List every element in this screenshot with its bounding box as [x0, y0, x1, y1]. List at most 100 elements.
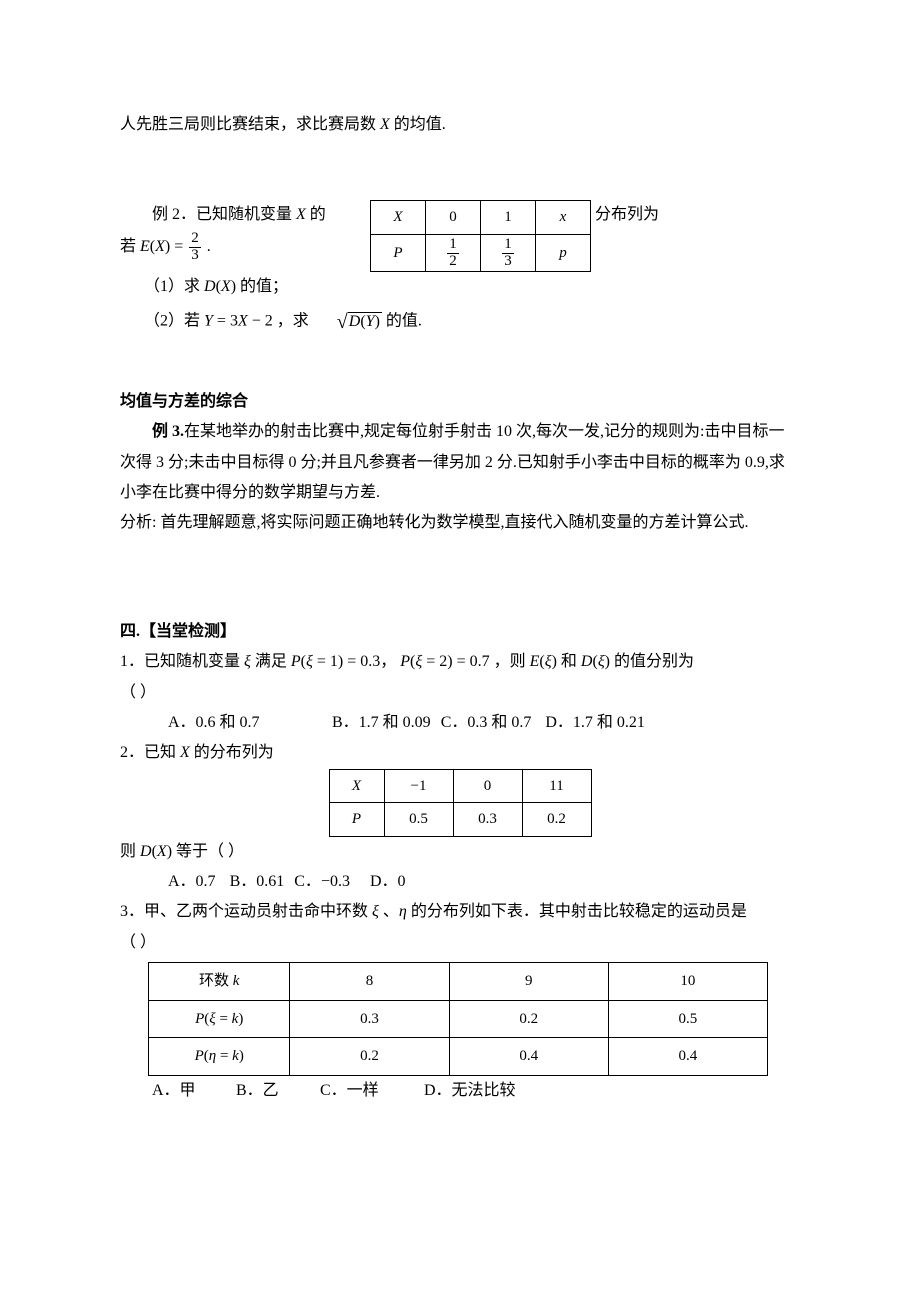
q3-r1-2: 0.5: [608, 1000, 767, 1038]
q2-table: X −1 0 11 P 0.5 0.3 0.2: [329, 769, 592, 837]
ex2-cond-lhs: E: [140, 238, 150, 255]
page: 人先胜三局则比赛结束，求比赛局数 X 的均值. 例 2．已知随机变量 X 的 若…: [0, 0, 920, 1302]
ex2-th-1: 1: [481, 201, 536, 235]
frac-num: 2: [189, 231, 201, 248]
q1-opt-d: D．1.7 和 0.21: [545, 708, 645, 738]
q3-stem: 3．甲、乙两个运动员射击命中环数 ξ 、η 的分布列如下表．其中射击比较稳定的运…: [120, 897, 800, 927]
q1-a: 1．已知随机变量: [120, 653, 244, 670]
q3-opt-a: A．甲: [152, 1076, 222, 1106]
table-row: P 12 13 p: [371, 234, 591, 272]
ex2-th-var: X: [371, 201, 426, 235]
q3-r2-2: 0.4: [608, 1038, 767, 1076]
q2-th-0: −1: [384, 769, 453, 803]
q2-stem: 2．已知 X 的分布列为: [120, 738, 800, 768]
q3-opt-d: D．无法比较: [424, 1076, 516, 1106]
q2-opt-d: D．0: [370, 867, 406, 897]
ex2-cond-frac: 23: [187, 231, 203, 264]
q1-b: 满足: [251, 653, 291, 670]
intro-line: 人先胜三局则比赛结束，求比赛局数 X 的均值.: [120, 110, 800, 140]
ex2-td-p: p: [536, 234, 591, 272]
q1-opt-a: A．0.6 和 0.7: [168, 708, 318, 738]
section-4-title: 四.【当堂检测】: [120, 617, 800, 647]
q2-x: X: [180, 744, 190, 761]
ex2-table: X 0 1 x P 12 13 p: [370, 200, 591, 272]
table-row: X −1 0 11: [329, 769, 591, 803]
q3-r2-1: 0.4: [449, 1038, 608, 1076]
ex2-q2-a: （2）若: [144, 312, 204, 329]
q2-td-1: 0.3: [453, 803, 522, 837]
ex2-cond-prefix: 若: [120, 238, 140, 255]
q2-then-a: 则: [120, 843, 140, 860]
q3-options: A．甲 B．乙 C．一样 D．无法比较: [120, 1076, 800, 1106]
ex2-lead-b: 的: [306, 206, 326, 223]
q3-r1-1: 0.2: [449, 1000, 608, 1038]
ex2-q1: （1）求 D(X) 的值；: [120, 272, 800, 302]
table-row: P(ξ = k) 0.3 0.2 0.5: [149, 1000, 768, 1038]
q3-row2-label: P(η = k): [149, 1038, 290, 1076]
intro-var: X: [380, 116, 390, 133]
ex2-q2-b: ，求: [273, 312, 313, 329]
ex2-q2-c: 的值.: [382, 312, 422, 329]
q3-colhead: 环数 k: [149, 963, 290, 1001]
q2-opt-b: B．0.61: [230, 867, 285, 897]
ex2-th-0: 0: [426, 201, 481, 235]
q3-a: 3．甲、乙两个运动员射击命中环数: [120, 903, 372, 920]
table-row: 环数 k 8 9 10: [149, 963, 768, 1001]
ex2-q2: （2）若 Y = 3X − 2 ，求 √D(Y) 的值.: [120, 303, 800, 341]
q3-opt-c: C．一样: [320, 1076, 410, 1106]
q2-td-0: 0.5: [384, 803, 453, 837]
q2-th-2: 11: [522, 769, 591, 803]
q3-table: 环数 k 8 9 10 P(ξ = k) 0.3 0.2 0.5 P(η = k…: [148, 962, 768, 1076]
ex2-table-wrap: X 0 1 x P 12 13 p: [370, 200, 591, 272]
q2-table-wrap: X −1 0 11 P 0.5 0.3 0.2: [120, 769, 800, 837]
ex2-cond: 若 E(X) = 23 .: [120, 231, 370, 264]
q3-col-1: 9: [449, 963, 608, 1001]
example-2: 例 2．已知随机变量 X 的 若 E(X) = 23 . X 0 1 x P 1…: [120, 200, 800, 272]
ex2-th-x: x: [536, 201, 591, 235]
sqrt-dy: √D(Y): [313, 303, 382, 341]
frac-den: 3: [189, 248, 201, 264]
q1-opt-c: C．0.3 和 0.7: [441, 708, 532, 738]
q3-r2-0: 0.2: [290, 1038, 449, 1076]
q1-c: ，则: [490, 653, 530, 670]
q1-stem: 1．已知随机变量 ξ 满足 P(ξ = 1) = 0.3， P(ξ = 2) =…: [120, 647, 800, 677]
q3-xi: ξ: [372, 903, 379, 920]
ex2-cond-suffix: .: [203, 238, 211, 255]
q2-tr-label: P: [329, 803, 384, 837]
q1-opt-b: B．1.7 和 0.09: [332, 708, 431, 738]
ex2-tail: 分布列为: [591, 200, 659, 230]
q2-a: 2．已知: [120, 744, 180, 761]
q1-paren: （ ）: [120, 678, 800, 708]
q3-paren: （ ）: [120, 928, 800, 958]
q2-td-2: 0.2: [522, 803, 591, 837]
q2-then: 则 D(X) 等于（ ）: [120, 837, 800, 867]
table-row: X 0 1 x: [371, 201, 591, 235]
ex2-tr-label: P: [371, 234, 426, 272]
q2-th-var: X: [329, 769, 384, 803]
q3-b: 的分布列如下表．其中射击比较稳定的运动员是: [407, 903, 747, 920]
q2-then-b: 等于（ ）: [172, 843, 244, 860]
q2-options: A．0.7 B．0.61 C．−0.3 D．0: [120, 867, 800, 897]
q3-col-0: 8: [290, 963, 449, 1001]
q3-opt-b: B．乙: [236, 1076, 306, 1106]
table-row: P(η = k) 0.2 0.4 0.4: [149, 1038, 768, 1076]
q1-xi: ξ: [244, 653, 251, 670]
q3-row1-label: P(ξ = k): [149, 1000, 290, 1038]
q3-eta: η: [399, 903, 407, 920]
ex3-label: 例 3.: [152, 423, 184, 440]
ex3-analysis-label: 分析:: [120, 514, 156, 531]
ex3-analysis-text: 首先理解题意,将实际问题正确地转化为数学模型,直接代入随机变量的方差计算公式.: [156, 514, 748, 531]
q2-b: 的分布列为: [190, 744, 274, 761]
ex3-analysis: 分析: 首先理解题意,将实际问题正确地转化为数学模型,直接代入随机变量的方差计算…: [120, 508, 800, 538]
q3-col-2: 10: [608, 963, 767, 1001]
q3-r1-0: 0.3: [290, 1000, 449, 1038]
q2-th-1: 0: [453, 769, 522, 803]
q2-opt-c: C．−0.3: [294, 867, 360, 897]
q1-d: 的值分别为: [610, 653, 694, 670]
table-row: P 0.5 0.3 0.2: [329, 803, 591, 837]
example-3: 例 3.在某地举办的射击比赛中,规定每位射手射击 10 次,每次一发,记分的规则…: [120, 417, 800, 508]
q2-opt-a: A．0.7: [168, 867, 216, 897]
q1-options: A．0.6 和 0.7 B．1.7 和 0.09 C．0.3 和 0.7 D．1.…: [120, 708, 800, 738]
ex2-lead-var: X: [296, 206, 306, 223]
ex2-td-1: 13: [481, 234, 536, 272]
